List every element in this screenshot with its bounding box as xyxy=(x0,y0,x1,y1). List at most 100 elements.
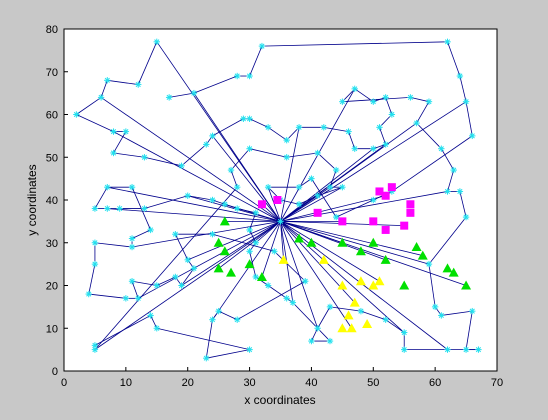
depot-spoke xyxy=(280,221,448,350)
node-marker xyxy=(172,273,179,281)
node-marker xyxy=(104,205,111,212)
node-marker xyxy=(332,213,340,221)
node-marker xyxy=(172,231,179,238)
route-segment xyxy=(379,127,387,145)
route-segment xyxy=(447,169,455,192)
route-segment xyxy=(205,319,213,359)
route-segment xyxy=(428,216,467,265)
route-segment xyxy=(181,268,195,286)
node-marker xyxy=(425,260,433,268)
y-tick-label: 40 xyxy=(46,195,58,207)
node-stroke xyxy=(383,94,389,100)
node-stroke xyxy=(129,278,135,284)
triangle-marker xyxy=(278,254,289,264)
node-stroke xyxy=(457,188,463,195)
node-marker xyxy=(91,239,99,246)
node-marker xyxy=(246,248,253,255)
route-segment xyxy=(150,315,158,329)
route-segment xyxy=(465,101,473,136)
route-segment xyxy=(360,310,386,321)
x-axis-label: x coordinates xyxy=(244,393,315,407)
node-marker xyxy=(122,295,130,302)
triangle-marker xyxy=(306,237,317,247)
node-marker xyxy=(277,218,284,225)
node-stroke xyxy=(209,197,216,203)
node-stroke xyxy=(228,167,234,173)
node-marker xyxy=(209,132,216,140)
route-segment xyxy=(94,242,133,248)
depot-spoke xyxy=(280,221,352,329)
node-marker xyxy=(234,316,241,323)
route-segment xyxy=(76,97,102,115)
node-marker xyxy=(184,192,191,199)
node-marker xyxy=(147,226,154,234)
square-marker xyxy=(257,200,266,209)
node-marker xyxy=(91,346,99,353)
x-tick-label: 0 xyxy=(61,377,67,389)
node-marker xyxy=(370,98,377,105)
node-stroke xyxy=(426,99,432,105)
node-stroke xyxy=(135,81,141,88)
node-stroke xyxy=(141,154,148,160)
node-marker xyxy=(252,273,259,281)
node-marker xyxy=(289,299,297,306)
depot-spoke xyxy=(280,101,467,222)
depot-spoke xyxy=(280,220,430,265)
node-stroke xyxy=(308,176,315,182)
cluster-markers xyxy=(213,183,472,333)
triangle-marker xyxy=(461,280,472,290)
node-marker xyxy=(295,201,303,208)
depot-spoke xyxy=(280,186,343,222)
triangle-marker xyxy=(448,267,459,277)
node-marker xyxy=(456,188,464,195)
node-stroke xyxy=(203,355,209,361)
y-tick-label: 20 xyxy=(46,281,58,293)
y-tick-label: 50 xyxy=(46,152,58,164)
node-stroke xyxy=(277,218,284,224)
depot-spoke xyxy=(187,221,281,261)
depot-spoke xyxy=(280,195,386,222)
node-stroke xyxy=(290,300,296,306)
triangle-marker xyxy=(244,259,255,269)
depot-spoke xyxy=(100,97,281,222)
node-stroke xyxy=(284,295,290,301)
node-stroke xyxy=(463,347,469,353)
square-marker xyxy=(338,217,347,226)
triangle-marker xyxy=(337,237,348,247)
route-segment xyxy=(416,101,430,124)
depot-spoke xyxy=(280,122,417,222)
triangle-marker xyxy=(368,237,379,247)
node-stroke xyxy=(234,317,240,323)
depot-spoke xyxy=(280,127,300,222)
y-tick-label: 30 xyxy=(46,238,58,250)
node-stroke xyxy=(265,124,271,130)
triangle-marker xyxy=(417,250,428,260)
node-marker xyxy=(370,196,377,204)
route-segment xyxy=(76,114,114,132)
node-stroke xyxy=(110,150,117,156)
node-marker xyxy=(234,183,241,191)
node-stroke xyxy=(129,235,135,242)
node-marker xyxy=(264,282,272,289)
node-stroke xyxy=(110,129,117,135)
node-marker xyxy=(246,226,253,234)
node-stroke xyxy=(104,205,110,212)
node-stroke xyxy=(265,184,271,190)
node-marker xyxy=(128,243,136,251)
square-marker xyxy=(387,183,396,192)
depot-spoke xyxy=(280,221,380,282)
depot-spoke xyxy=(94,221,281,350)
node-marker xyxy=(314,325,321,332)
triangle-marker xyxy=(368,280,379,290)
route-segment xyxy=(206,349,250,359)
node-stroke xyxy=(308,338,315,344)
node-marker xyxy=(462,213,470,221)
y-axis-label: y coordinates xyxy=(25,164,39,235)
node-stroke xyxy=(148,227,154,233)
node-marker xyxy=(135,81,142,88)
node-marker xyxy=(264,124,272,131)
x-tick-label: 70 xyxy=(491,377,503,389)
node-marker xyxy=(438,145,445,152)
node-marker xyxy=(91,205,99,212)
depot-spoke xyxy=(193,92,281,222)
